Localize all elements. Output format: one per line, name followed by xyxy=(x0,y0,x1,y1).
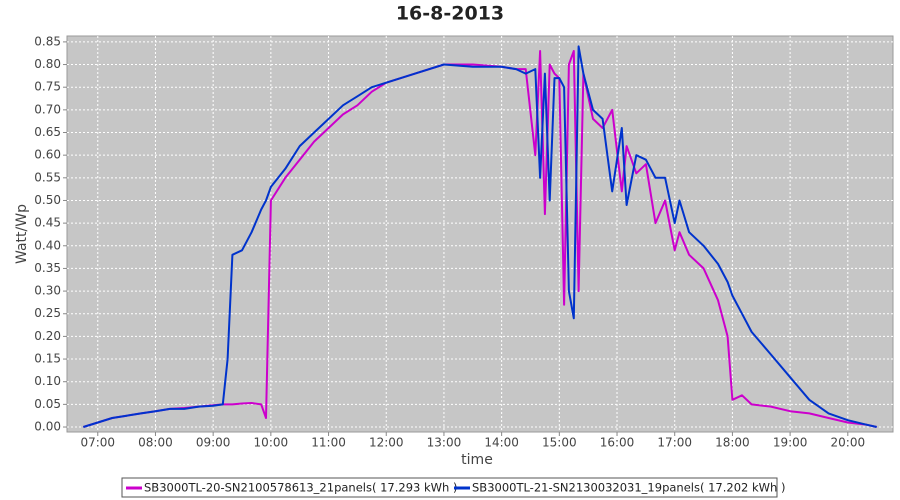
y-tick-label: 0.35 xyxy=(34,261,61,275)
y-tick-label: 0.70 xyxy=(34,102,61,116)
legend xyxy=(121,477,778,498)
x-tick-label: 16:00 xyxy=(600,436,635,450)
x-tick-label: 18:00 xyxy=(715,436,750,450)
y-tick-label: 0.30 xyxy=(34,284,61,298)
plot-area xyxy=(66,35,894,433)
x-tick-label: 07:00 xyxy=(80,436,115,450)
x-tick-label: 13:00 xyxy=(427,436,462,450)
x-tick-label: 17:00 xyxy=(657,436,692,450)
x-tick-label: 10:00 xyxy=(254,436,289,450)
y-tick-label: 0.80 xyxy=(34,57,61,71)
x-tick-label: 15:00 xyxy=(542,436,577,450)
y-tick-label: 0.65 xyxy=(34,125,61,139)
x-tick-label: 09:00 xyxy=(196,436,231,450)
y-tick-label: 0.45 xyxy=(34,216,61,230)
y-tick-label: 0.25 xyxy=(34,306,61,320)
y-tick-label: 0.00 xyxy=(34,420,61,434)
y-tick-label: 0.10 xyxy=(34,374,61,388)
y-tick-label: 0.20 xyxy=(34,329,61,343)
y-tick-label: 0.75 xyxy=(34,80,61,94)
y-tick-label: 0.15 xyxy=(34,352,61,366)
y-tick-label: 0.05 xyxy=(34,397,61,411)
x-tick-label: 14:00 xyxy=(484,436,519,450)
y-tick-label: 0.85 xyxy=(34,34,61,48)
y-tick-label: 0.55 xyxy=(34,170,61,184)
y-tick-label: 0.40 xyxy=(34,238,61,252)
y-tick-label: 0.50 xyxy=(34,193,61,207)
legend-label: SB3000TL-21-SN2130032031_19panels( 17.20… xyxy=(472,481,785,495)
legend-label: SB3000TL-20-SN2100578613_21panels( 17.29… xyxy=(144,481,457,495)
x-tick-label: 20:00 xyxy=(831,436,866,450)
x-axis-label: time xyxy=(461,452,493,468)
y-tick-label: 0.60 xyxy=(34,148,61,162)
x-tick-label: 11:00 xyxy=(311,436,346,450)
y-axis-label: Watt/Wp xyxy=(14,204,30,264)
x-tick-label: 19:00 xyxy=(773,436,808,450)
series-line xyxy=(83,45,877,428)
x-tick-label: 12:00 xyxy=(369,436,404,450)
x-tick-label: 08:00 xyxy=(138,436,173,450)
chart-title: 16-8-2013 xyxy=(396,3,504,25)
